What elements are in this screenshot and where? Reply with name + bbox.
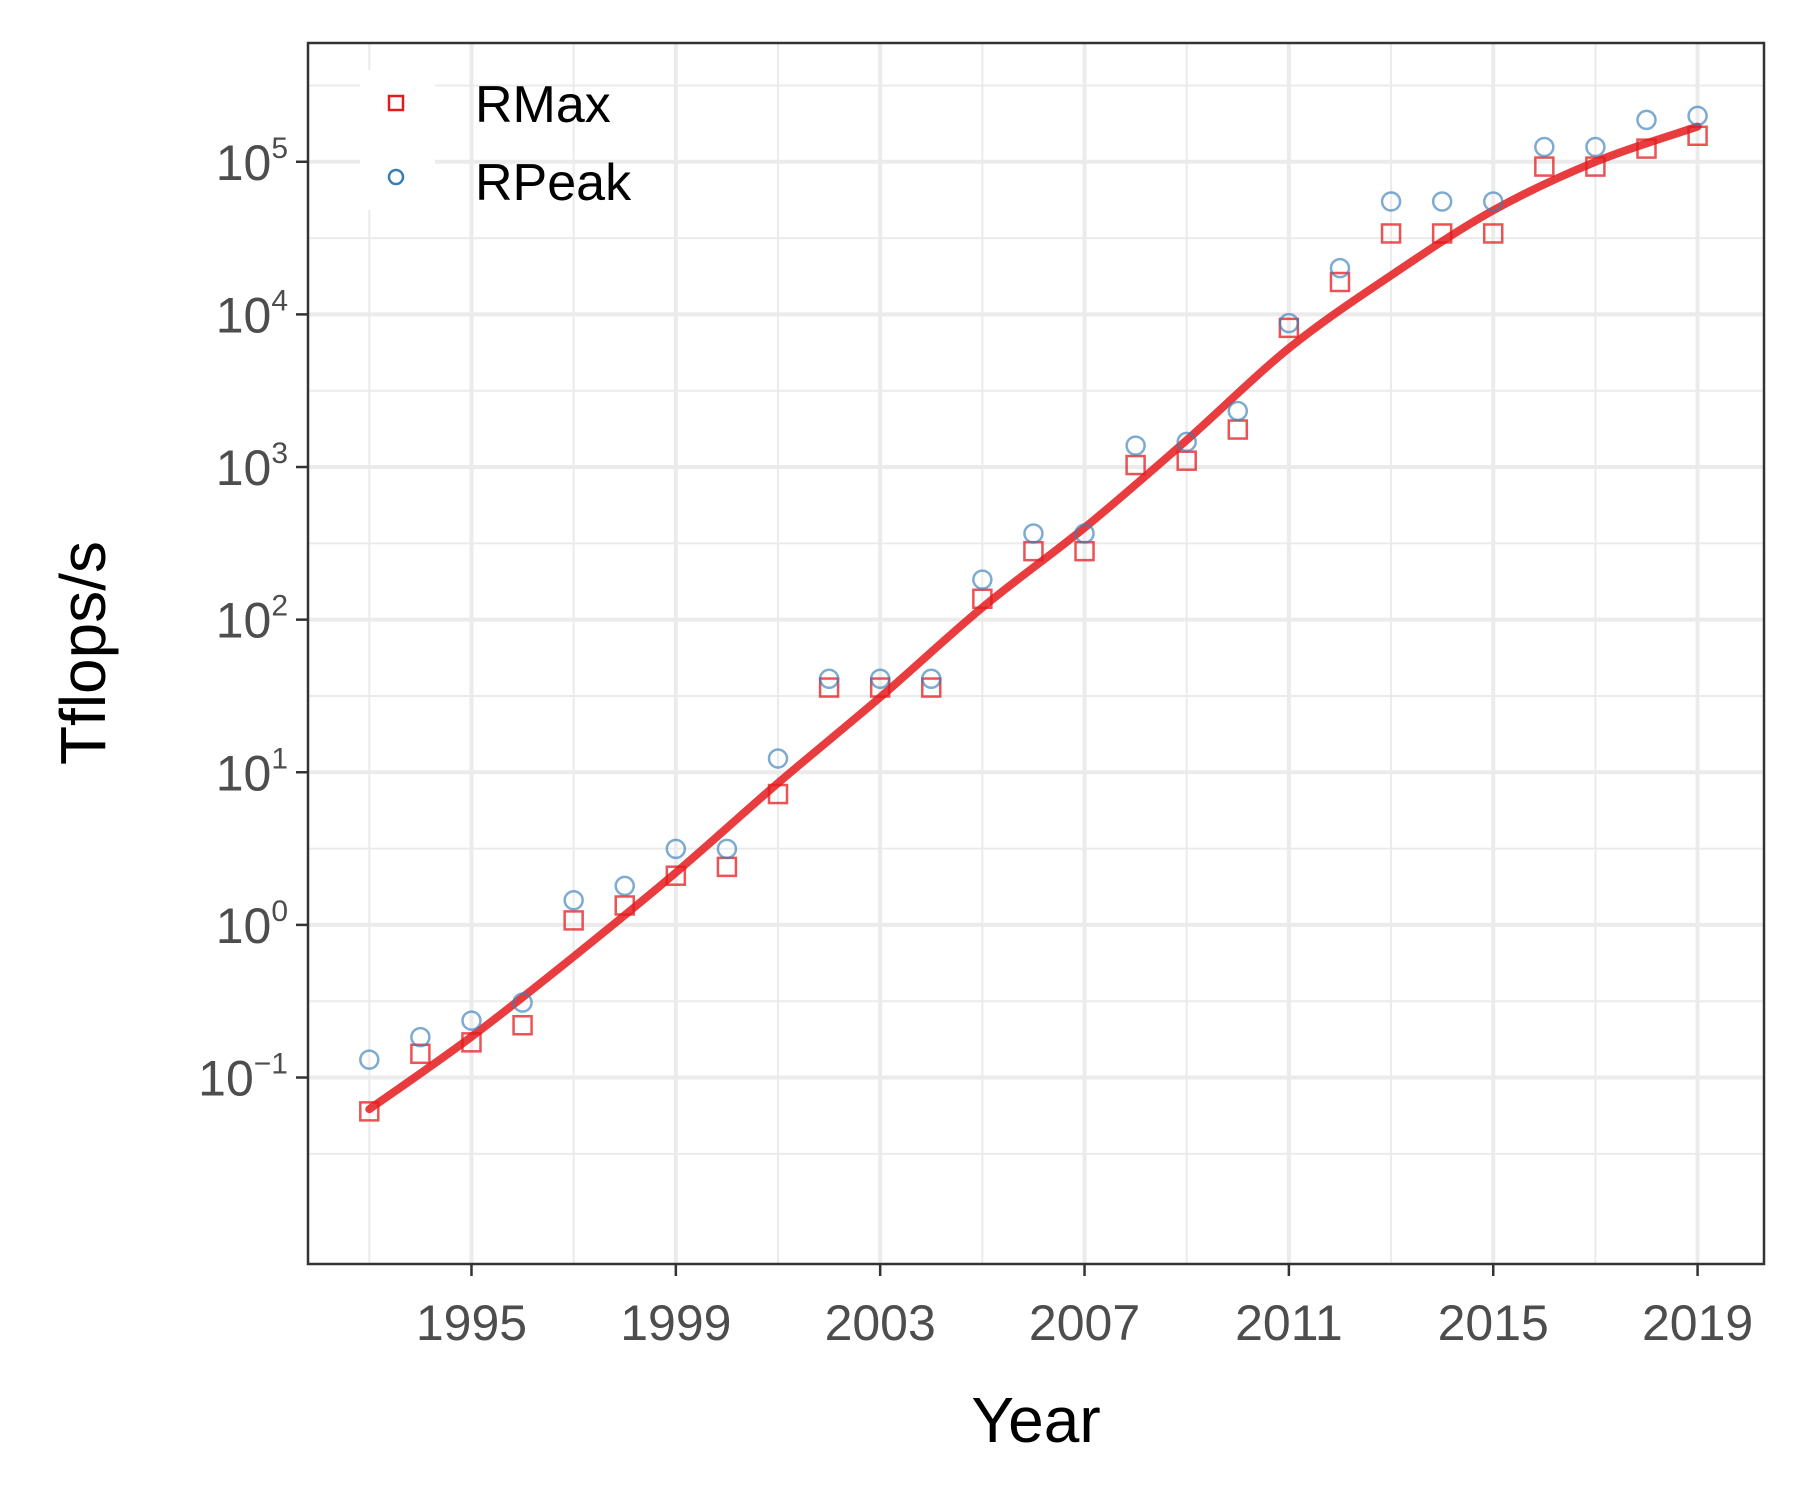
point-rmax: [1125, 454, 1146, 476]
point-rpeak: [1023, 523, 1044, 544]
point-rpeak: [716, 838, 738, 860]
point-rpeak: [921, 668, 942, 689]
point-rpeak: [869, 668, 891, 689]
x-tick-label: 2003: [825, 1295, 936, 1351]
x-tick-label: 1999: [620, 1295, 731, 1351]
point-rmax: [410, 1043, 431, 1065]
point-rmax: [767, 783, 789, 805]
point-rmax: [1431, 223, 1453, 244]
y-tick-label: 100: [216, 895, 288, 954]
y-tick-base: 10: [216, 287, 272, 343]
y-tick-exponent: 3: [271, 437, 288, 470]
point-rpeak: [614, 875, 635, 897]
point-rpeak: [1074, 523, 1095, 544]
point-rpeak: [665, 838, 687, 860]
point-rpeak: [512, 992, 533, 1013]
x-tick-label: 1995: [416, 1295, 527, 1351]
point-rmax: [563, 910, 584, 931]
y-tick-label: 105: [216, 132, 288, 191]
point-rmax: [1482, 223, 1504, 244]
y-tick-exponent: 5: [271, 132, 288, 165]
y-tick-exponent: 0: [271, 895, 288, 928]
y-tick-base: 10: [198, 1051, 254, 1107]
point-rmax: [614, 895, 635, 916]
y-axis-title: Tflops/s: [47, 541, 119, 765]
legend: RMax RPeak: [360, 70, 632, 212]
point-rmax: [512, 1015, 533, 1036]
point-rpeak: [818, 668, 840, 689]
point-rpeak: [1636, 109, 1657, 131]
point-rpeak: [1431, 191, 1453, 212]
point-rpeak: [1585, 136, 1606, 158]
y-tick-label: 10−1: [198, 1048, 288, 1107]
point-rpeak: [1687, 105, 1708, 127]
points-layer: [359, 105, 1708, 1122]
point-rpeak: [1227, 400, 1249, 422]
point-rpeak: [1380, 191, 1402, 212]
legend-background: [360, 70, 435, 210]
point-rmax: [1534, 156, 1555, 177]
point-rpeak: [1278, 312, 1300, 334]
x-tick-label: 2007: [1029, 1295, 1140, 1351]
x-tick-label: 2015: [1438, 1295, 1549, 1351]
point-rpeak: [410, 1026, 431, 1048]
y-tick-base: 10: [216, 745, 272, 801]
point-rpeak: [767, 748, 789, 769]
y-tick-base: 10: [216, 135, 272, 191]
y-tick-exponent: 2: [271, 590, 288, 623]
point-rpeak: [359, 1049, 380, 1070]
x-tick-label: 2011: [1235, 1295, 1343, 1351]
legend-label-rpeak: RPeak: [475, 154, 632, 212]
y-tick-exponent: 4: [271, 284, 288, 317]
point-rpeak: [461, 1010, 482, 1031]
point-rmax: [1585, 156, 1606, 177]
point-rmax: [1329, 271, 1351, 293]
point-rmax: [869, 677, 891, 698]
grid: [308, 43, 1764, 1264]
point-rpeak: [972, 569, 993, 590]
point-rpeak: [1176, 431, 1197, 453]
point-rmax: [665, 865, 687, 886]
point-rpeak: [1125, 435, 1146, 456]
y-tick-label: 102: [216, 590, 288, 649]
point-rpeak: [1534, 136, 1555, 158]
y-tick-exponent: 1: [271, 742, 288, 775]
point-rmax: [921, 677, 942, 698]
y-tick-label: 103: [216, 437, 288, 496]
point-rmax: [1636, 138, 1657, 159]
point-rpeak: [1482, 191, 1504, 212]
y-tick-base: 10: [216, 898, 272, 954]
y-tick-base: 10: [216, 593, 272, 649]
trend-line-layer: [365, 122, 1702, 1114]
point-rpeak: [1329, 257, 1351, 279]
y-tick-base: 10: [216, 440, 272, 496]
trend-line: [365, 122, 1702, 1114]
y-tick-label: 101: [216, 742, 288, 801]
point-rmax: [461, 1032, 482, 1053]
legend-key-rpeak: [387, 168, 405, 186]
point-rmax: [359, 1101, 380, 1122]
point-rmax: [818, 677, 840, 698]
legend-key-rmax: [387, 94, 405, 112]
y-tick-label: 104: [216, 284, 288, 343]
y-tick-exponent: −1: [254, 1048, 288, 1081]
plot-border: [306, 41, 1766, 1266]
x-tick-label: 2019: [1642, 1295, 1753, 1351]
x-axis-title: Year: [971, 1384, 1100, 1456]
x-axis-ticks: 1995 1999 2003 2007 2011 2015 2019: [416, 1264, 1753, 1351]
point-rmax: [1380, 223, 1402, 244]
legend-label-rmax: RMax: [475, 76, 611, 134]
point-rmax: [1687, 125, 1708, 147]
point-rpeak: [563, 890, 584, 911]
